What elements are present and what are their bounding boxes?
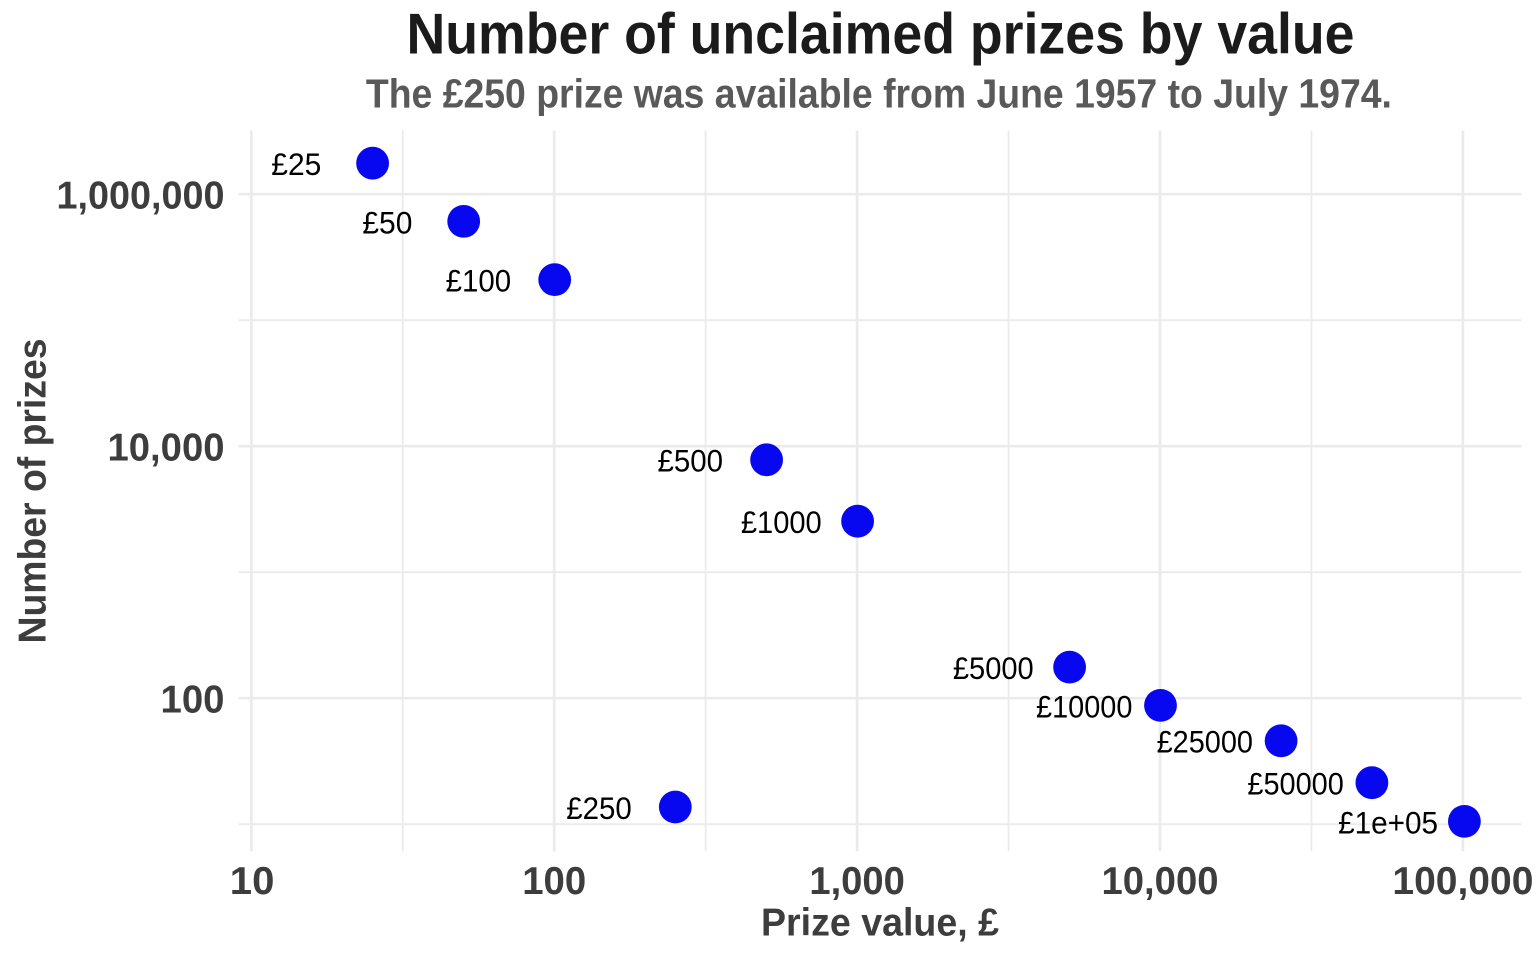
svg-text:Prize value, £: Prize value, £ <box>761 902 999 945</box>
svg-text:100: 100 <box>161 679 225 722</box>
svg-text:£1000: £1000 <box>741 504 822 540</box>
svg-text:£250: £250 <box>566 790 632 826</box>
svg-text:£100: £100 <box>446 263 512 299</box>
svg-text:Number of unclaimed prizes by: Number of unclaimed prizes by value <box>407 3 1355 67</box>
svg-text:100,000: 100,000 <box>1392 860 1533 903</box>
svg-text:£25: £25 <box>271 146 321 182</box>
svg-text:£1e+05: £1e+05 <box>1338 804 1438 840</box>
svg-text:10: 10 <box>230 860 275 903</box>
svg-text:10,000: 10,000 <box>108 427 225 470</box>
svg-text:10,000: 10,000 <box>1102 860 1219 903</box>
svg-text:£10000: £10000 <box>1036 688 1132 724</box>
svg-text:Number of prizes: Number of prizes <box>12 339 55 644</box>
svg-text:£500: £500 <box>658 443 724 479</box>
svg-text:£50: £50 <box>362 204 412 240</box>
svg-text:£50000: £50000 <box>1247 766 1343 802</box>
svg-text:The £250 prize was available f: The £250 prize was available from June 1… <box>366 71 1392 117</box>
svg-text:1,000,000: 1,000,000 <box>57 175 225 218</box>
svg-text:£5000: £5000 <box>953 650 1034 686</box>
svg-text:1,000: 1,000 <box>809 860 905 903</box>
svg-text:£25000: £25000 <box>1157 724 1253 760</box>
svg-text:100: 100 <box>522 860 586 903</box>
